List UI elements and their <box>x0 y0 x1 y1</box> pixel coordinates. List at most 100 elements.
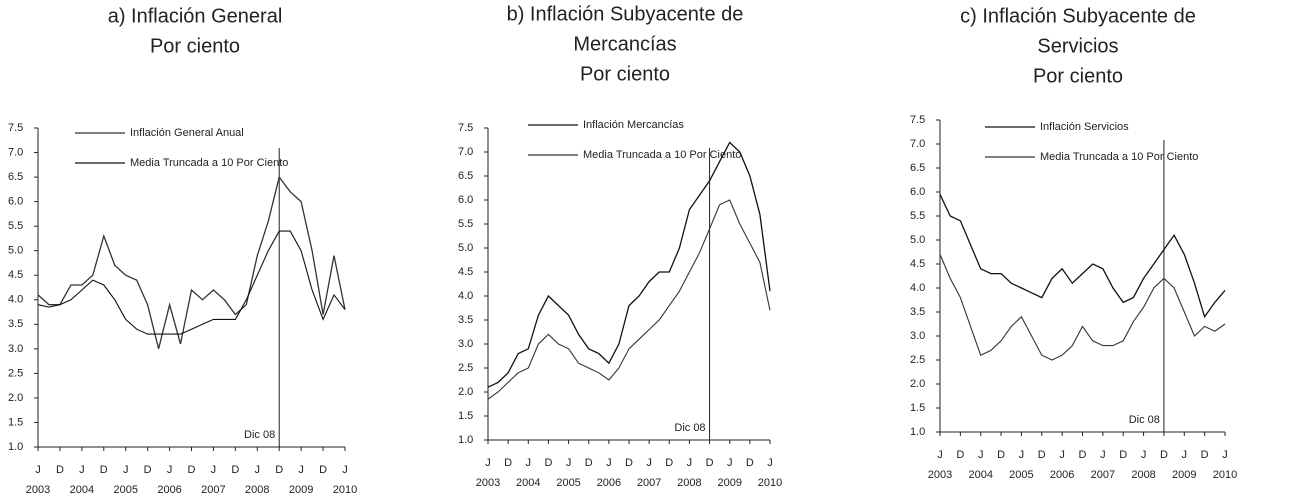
x-tick-label: J <box>79 464 85 476</box>
x-tick-label: D <box>585 457 593 469</box>
x-tick-label: J <box>167 464 173 476</box>
y-tick-label: 6.5 <box>458 170 473 182</box>
x-tick-label: D <box>231 464 239 476</box>
x-tick-label: J <box>937 449 943 461</box>
y-tick-label: 7.0 <box>8 146 23 158</box>
y-tick-label: 7.0 <box>910 138 925 150</box>
year-label: 2006 <box>157 484 181 496</box>
year-label: 2010 <box>1213 469 1237 481</box>
year-label: 2006 <box>597 477 621 489</box>
y-tick-label: 6.5 <box>8 171 23 183</box>
year-label: 2010 <box>758 477 782 489</box>
y-tick-label: 5.5 <box>8 220 23 232</box>
year-label: 2005 <box>556 477 580 489</box>
y-tick-label: 2.5 <box>458 362 473 374</box>
x-tick-label: D <box>188 464 196 476</box>
x-tick-label: J <box>1019 449 1025 461</box>
y-tick-label: 1.5 <box>458 410 473 422</box>
x-tick-label: J <box>606 457 612 469</box>
year-label: 2005 <box>1009 469 1033 481</box>
year-label: 2003 <box>476 477 500 489</box>
y-tick-label: 7.5 <box>8 122 23 134</box>
y-tick-label: 5.0 <box>8 245 23 257</box>
year-label: 2010 <box>333 484 357 496</box>
annotation: Dic 08 <box>1129 414 1160 426</box>
y-tick-label: 3.5 <box>8 318 23 330</box>
x-tick-label: J <box>298 464 304 476</box>
y-tick-label: 4.5 <box>8 269 23 281</box>
year-label: 2008 <box>677 477 701 489</box>
y-tick-label: 1.5 <box>8 416 23 428</box>
x-tick-label: J <box>485 457 491 469</box>
x-tick-label: D <box>665 457 673 469</box>
x-tick-label: J <box>646 457 652 469</box>
x-tick-label: D <box>706 457 714 469</box>
year-label: 2007 <box>1091 469 1115 481</box>
series-line <box>487 141 771 388</box>
year-label: 2004 <box>968 469 992 481</box>
y-tick-label: 6.0 <box>458 194 473 206</box>
x-tick-label: D <box>1038 449 1046 461</box>
y-tick-label: 1.5 <box>910 402 925 414</box>
y-tick-label: 5.0 <box>458 242 473 254</box>
year-label: 2003 <box>928 469 952 481</box>
legend-label: Media Truncada a 10 Por Ciento <box>130 157 288 169</box>
x-tick-label: J <box>767 457 773 469</box>
y-tick-label: 3.0 <box>8 343 23 355</box>
x-tick-label: D <box>956 449 964 461</box>
y-tick-label: 2.5 <box>8 367 23 379</box>
x-tick-label: J <box>1182 449 1188 461</box>
series-line <box>939 194 1226 319</box>
y-tick-label: 2.0 <box>458 386 473 398</box>
x-tick-label: D <box>100 464 108 476</box>
y-tick-label: 4.0 <box>910 282 925 294</box>
legend-label: Media Truncada a 10 Por Ciento <box>583 149 741 161</box>
year-label: 2004 <box>70 484 94 496</box>
y-tick-label: 4.5 <box>910 258 925 270</box>
legend-label: Inflación General Anual <box>130 127 244 139</box>
series-line <box>37 230 346 335</box>
x-tick-label: D <box>1201 449 1209 461</box>
series-line <box>37 175 346 349</box>
year-label: 2009 <box>717 477 741 489</box>
x-tick-label: D <box>275 464 283 476</box>
series-line <box>487 199 771 400</box>
chart-title: c) Inflación Subyacente de <box>960 5 1196 27</box>
legend-label: Inflación Mercancías <box>583 119 684 131</box>
x-tick-label: J <box>727 457 733 469</box>
y-tick-label: 4.0 <box>8 294 23 306</box>
y-tick-label: 5.5 <box>910 210 925 222</box>
x-tick-label: J <box>566 457 572 469</box>
y-tick-label: 6.5 <box>910 162 925 174</box>
x-tick-label: J <box>687 457 693 469</box>
y-tick-label: 4.5 <box>458 266 473 278</box>
x-tick-label: D <box>625 457 633 469</box>
year-label: 2008 <box>1131 469 1155 481</box>
y-tick-label: 1.0 <box>8 441 23 453</box>
y-tick-label: 7.5 <box>910 114 925 126</box>
x-tick-label: J <box>123 464 129 476</box>
legend-label: Inflación Servicios <box>1040 121 1129 133</box>
x-tick-label: J <box>978 449 984 461</box>
chart-title: a) Inflación General <box>108 5 283 27</box>
chart-subtitle: Por ciento <box>1033 65 1123 87</box>
x-tick-label: J <box>211 464 217 476</box>
y-tick-label: 1.0 <box>458 434 473 446</box>
x-tick-label: J <box>1100 449 1106 461</box>
x-tick-label: D <box>144 464 152 476</box>
x-tick-label: D <box>56 464 64 476</box>
year-label: 2009 <box>289 484 313 496</box>
chart-subtitle: Por ciento <box>580 63 670 85</box>
y-tick-label: 5.0 <box>910 234 925 246</box>
y-tick-label: 6.0 <box>910 186 925 198</box>
y-tick-label: 4.0 <box>458 290 473 302</box>
x-tick-label: J <box>526 457 532 469</box>
x-tick-label: D <box>746 457 754 469</box>
year-label: 2007 <box>637 477 661 489</box>
x-tick-label: D <box>1119 449 1127 461</box>
year-label: 2006 <box>1050 469 1074 481</box>
chart-title: Mercancías <box>573 33 676 55</box>
y-tick-label: 3.5 <box>910 306 925 318</box>
x-tick-label: J <box>1059 449 1065 461</box>
x-tick-label: J <box>1141 449 1147 461</box>
